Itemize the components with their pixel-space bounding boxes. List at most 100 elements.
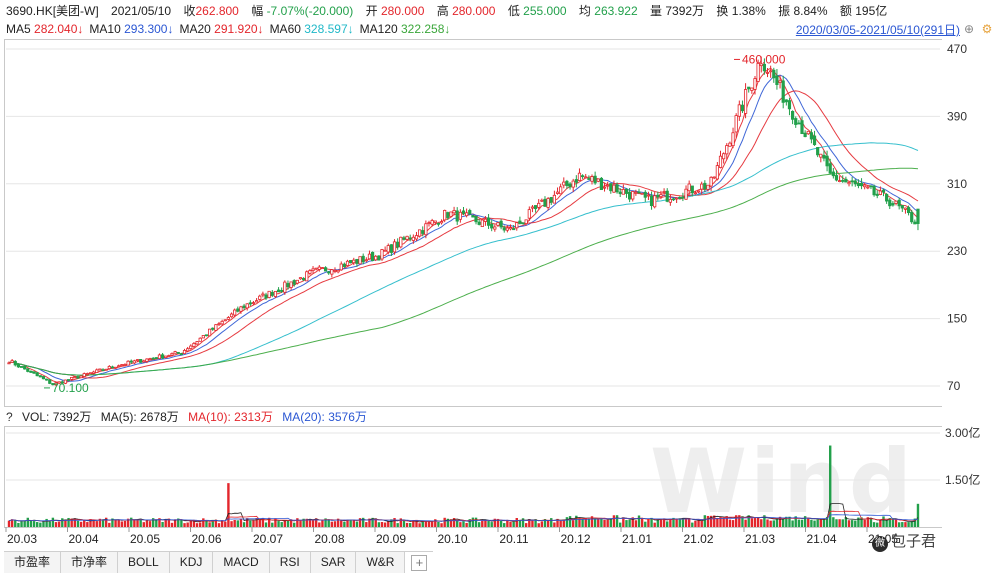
volume-bar-160 (509, 521, 512, 527)
volume-bar-267 (844, 517, 848, 527)
volume-bar-0 (7, 520, 11, 527)
volume-bar-120 (383, 522, 387, 527)
volume-bar-266 (841, 519, 844, 527)
volume-bar-225 (713, 515, 716, 527)
volume-bar-280 (885, 520, 888, 527)
candle-body-211 (668, 198, 672, 203)
candle-body-128 (408, 237, 412, 240)
volume-bar-103 (330, 521, 334, 527)
candle-body-9 (35, 372, 39, 377)
volume-panel[interactable] (4, 426, 942, 528)
volume-bar-116 (371, 517, 374, 527)
volume-bar-101 (324, 518, 327, 527)
volume-bar-35 (117, 519, 120, 527)
candle-body-8 (32, 371, 36, 374)
price-panel[interactable] (4, 39, 942, 407)
vol-ma5: MA(5): 2678万 (100, 410, 179, 424)
tab-市盈率[interactable]: 市盈率 (4, 552, 62, 573)
candle-body-144 (458, 211, 462, 220)
volume-bar-11 (42, 520, 45, 527)
volume-bar-187 (593, 519, 597, 527)
volume-bar-44 (145, 519, 149, 527)
volume-bar-28 (95, 521, 98, 527)
volume-bar-18 (64, 519, 67, 527)
candle-body-19 (66, 379, 71, 381)
volume-bar-273 (863, 519, 866, 527)
candle-body-66 (214, 324, 218, 331)
volume-bar-84 (271, 522, 274, 527)
volume-bar-23 (79, 521, 83, 527)
volume-bar-174 (553, 522, 556, 527)
candle-body-38 (126, 360, 130, 366)
volume-bar-85 (274, 518, 277, 527)
volume-bar-283 (894, 519, 898, 527)
volume-bar-290 (916, 503, 920, 527)
volume-bar-124 (396, 523, 399, 527)
volume-bar-36 (120, 521, 124, 527)
candle-body-42 (139, 359, 143, 363)
candle-body-240 (759, 63, 763, 67)
candle-body-61 (198, 337, 202, 342)
volume-bar-3 (17, 522, 20, 527)
volume-bar-243 (769, 520, 772, 527)
tab-boll[interactable]: BOLL (118, 552, 170, 573)
volume-bar-285 (901, 522, 904, 527)
candle-body-205 (649, 195, 654, 207)
volume-bar-96 (308, 519, 312, 527)
volume-bar-217 (687, 518, 691, 527)
add-tab-button[interactable]: + (411, 555, 428, 571)
volume-bar-100 (321, 520, 324, 527)
volume-bar-223 (706, 515, 710, 527)
candle-body-265 (838, 180, 842, 183)
candle-body-281 (888, 199, 892, 207)
candle-body-111 (355, 258, 359, 264)
settings-icon[interactable]: ⚙ (981, 22, 993, 36)
tab-macd[interactable]: MACD (213, 552, 270, 573)
open-label: 开 280.000 (365, 4, 425, 18)
date-range-link[interactable]: 2020/03/05-2021/05/10(291日) (795, 23, 960, 37)
volume-bar-25 (86, 522, 89, 527)
x-tick-20.03: 20.03 (7, 532, 37, 546)
candle-body-277 (875, 193, 879, 196)
volume-bar-53 (173, 519, 177, 527)
amplitude-value: 8.84% (793, 4, 828, 18)
candle-body-130 (414, 235, 419, 240)
volume-bar-240 (760, 519, 763, 527)
volume-bar-90 (289, 519, 293, 527)
volume-bar-114 (365, 522, 368, 527)
candle-body-86 (276, 289, 281, 293)
help-icon[interactable]: ? (6, 410, 13, 424)
tab-sar[interactable]: SAR (310, 552, 357, 573)
tab-市净率[interactable]: 市净率 (61, 552, 119, 573)
tab-kdj[interactable]: KDJ (169, 552, 214, 573)
candle-body-187 (593, 175, 597, 184)
volume-bar-76 (246, 518, 249, 527)
zoom-icon[interactable]: ⊕ (963, 22, 975, 36)
candle-body-241 (762, 63, 766, 72)
candle-body-167 (530, 206, 535, 209)
volume-bar-87 (280, 522, 283, 527)
candle-body-44 (145, 358, 149, 362)
x-tick-21.03: 21.03 (745, 532, 775, 546)
volume-bar-192 (609, 519, 613, 527)
candle-body-250 (790, 110, 795, 120)
candle-body-124 (396, 241, 400, 248)
candle-body-22 (76, 376, 80, 379)
volume-bar-145 (462, 521, 465, 527)
tab-w&r[interactable]: W&R (356, 552, 406, 573)
candle-body-89 (286, 283, 290, 288)
volume-bar-155 (493, 518, 497, 527)
candle-body-280 (885, 194, 889, 202)
volume-bar-207 (656, 519, 660, 527)
candle-body-242 (765, 72, 770, 74)
volume-bar-196 (622, 517, 625, 527)
tab-rsi[interactable]: RSI (269, 552, 311, 573)
volume-bar-256 (810, 519, 813, 527)
volume-bar-199 (631, 517, 634, 527)
ma-legend-ma5: MA5 282.040↓ (6, 22, 84, 36)
candle-body-166 (527, 209, 531, 219)
volume-bar-255 (807, 518, 810, 527)
indicator-tabs: 市盈率 市净率 BOLL KDJ MACD RSI SAR W&R + (4, 551, 434, 574)
candle-body-195 (618, 191, 622, 195)
